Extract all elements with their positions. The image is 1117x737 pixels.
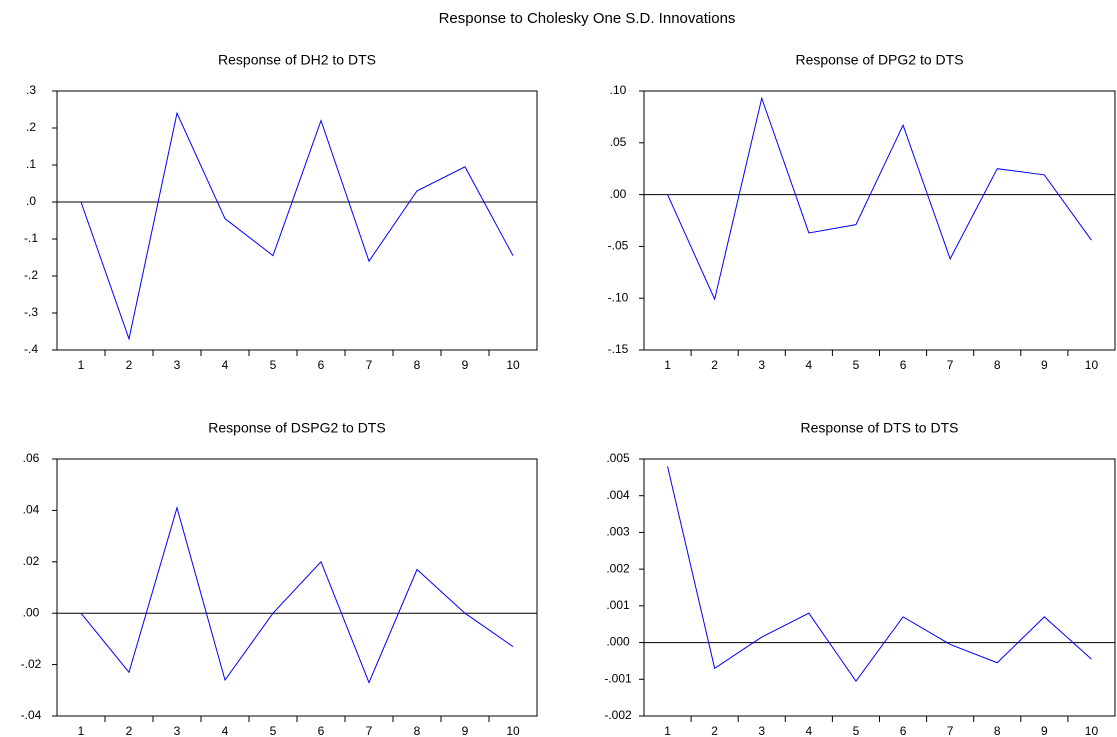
x-tick-label: 10 [1085,724,1099,737]
y-tick-label: .00 [610,187,627,201]
response-line [80,506,514,684]
y-tick-label: .003 [606,525,630,539]
y-tick-label: .02 [23,554,40,568]
y-tick-label: .3 [26,83,36,97]
y-tick-label: -.02 [21,657,42,671]
x-tick-label: 1 [78,724,85,737]
x-tick-label: 4 [806,358,813,372]
x-tick-label: 9 [462,724,469,737]
y-tick-label: .001 [606,598,630,612]
x-tick-label: 9 [1041,724,1048,737]
y-tick-label: .04 [23,503,40,517]
x-tick-label: 6 [900,724,907,737]
y-tick-label: -.4 [24,342,38,356]
x-tick-label: 3 [758,358,765,372]
x-tick-label: 5 [853,358,860,372]
x-tick-label: 8 [994,358,1001,372]
y-tick-label: -.001 [604,671,632,685]
response-line [80,111,514,341]
y-tick-label: -.1 [24,231,38,245]
x-tick-label: 6 [900,358,907,372]
x-tick-label: 10 [506,358,520,372]
y-tick-label: .000 [606,635,630,649]
y-tick-label: .06 [23,451,40,465]
x-tick-label: 2 [126,358,133,372]
x-tick-label: 8 [994,724,1001,737]
x-tick-label: 5 [270,724,277,737]
x-tick-label: 3 [758,724,765,737]
y-tick-label: -.05 [608,239,629,253]
subplot-title: Response of DH2 to DTS [218,52,376,68]
subplot-title: Response of DSPG2 to DTS [208,420,385,436]
x-tick-label: 2 [711,724,718,737]
y-tick-label: .002 [606,561,630,575]
x-tick-label: 4 [222,724,229,737]
y-tick-label: .10 [610,83,627,97]
y-tick-label: .05 [610,135,627,149]
y-tick-label: .005 [606,451,630,465]
y-tick-label: -.04 [21,708,42,722]
plot-frame [643,458,1116,717]
figure-title: Response to Cholesky One S.D. Innovation… [439,10,736,27]
y-tick-label: -.3 [24,305,38,319]
x-tick-label: 2 [126,724,133,737]
x-tick-label: 7 [947,358,954,372]
x-tick-label: 1 [664,358,671,372]
x-tick-label: 8 [414,724,421,737]
subplot-title: Response of DPG2 to DTS [795,52,963,68]
x-tick-label: 3 [174,724,181,737]
x-tick-label: 9 [462,358,469,372]
x-tick-label: 8 [414,358,421,372]
x-tick-label: 4 [806,724,813,737]
y-tick-label: -.15 [608,342,629,356]
x-tick-label: 2 [711,358,718,372]
y-tick-label: -.10 [608,290,629,304]
y-tick-label: -.2 [24,268,38,282]
y-tick-label: .0 [26,194,36,208]
x-tick-label: 10 [506,724,520,737]
x-tick-label: 3 [174,358,181,372]
y-tick-label: .004 [606,488,630,502]
x-tick-label: 6 [318,358,325,372]
x-tick-label: 6 [318,724,325,737]
x-tick-label: 1 [78,358,85,372]
x-tick-label: 10 [1085,358,1099,372]
x-tick-label: 5 [270,358,277,372]
y-tick-label: .1 [26,157,36,171]
y-tick-label: .2 [26,120,36,134]
response-line [667,466,1092,682]
x-tick-label: 5 [853,724,860,737]
x-tick-label: 7 [947,724,954,737]
x-tick-label: 7 [366,358,373,372]
subplot-title: Response of DTS to DTS [801,420,959,436]
response-line [667,96,1092,301]
x-tick-label: 7 [366,724,373,737]
y-tick-label: -.002 [604,708,632,722]
x-tick-label: 9 [1041,358,1048,372]
plot-frame [56,90,538,351]
x-tick-label: 1 [664,724,671,737]
y-tick-label: .00 [23,605,40,619]
x-tick-label: 4 [222,358,229,372]
plot-frame [643,90,1116,351]
